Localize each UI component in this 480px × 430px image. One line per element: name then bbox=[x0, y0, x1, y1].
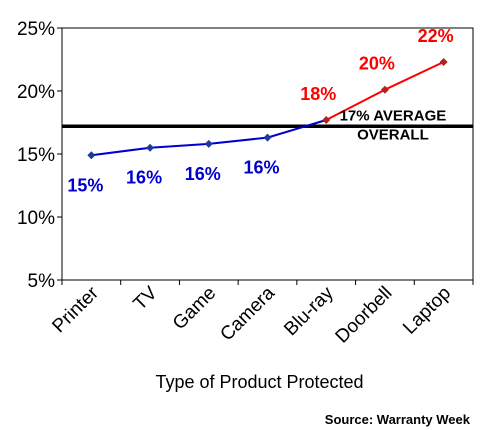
plot-area-frame bbox=[61, 27, 474, 281]
x-tick-label: Laptop bbox=[399, 283, 455, 339]
data-point-marker bbox=[380, 85, 389, 94]
y-tick-label: 10% bbox=[17, 208, 55, 229]
data-point-marker bbox=[146, 143, 155, 152]
source-note: Source: Warranty Week bbox=[325, 412, 471, 427]
data-point-marker bbox=[263, 133, 272, 142]
y-tick-label: 5% bbox=[28, 271, 56, 292]
data-label: 18% bbox=[300, 84, 336, 104]
x-axis-title: Type of Product Protected bbox=[155, 372, 363, 392]
data-label: 15% bbox=[67, 175, 103, 195]
x-tick-label: Printer bbox=[48, 282, 103, 337]
y-axis-ticks: 5% 10% 15% 20% 25% bbox=[17, 19, 62, 292]
data-label: 16% bbox=[185, 164, 221, 184]
data-point-marker bbox=[87, 151, 96, 160]
data-point-marker bbox=[204, 139, 213, 148]
data-point-marker bbox=[439, 58, 448, 67]
average-label-line-1: 17% AVERAGE bbox=[340, 107, 447, 124]
data-point-marker bbox=[322, 115, 331, 124]
x-tick-label: Game bbox=[169, 283, 220, 334]
data-label: 16% bbox=[126, 168, 162, 188]
x-tick-label: TV bbox=[130, 282, 162, 314]
x-tick-label: Camera bbox=[216, 282, 279, 345]
data-label: 16% bbox=[243, 158, 279, 178]
y-tick-label: 20% bbox=[17, 82, 55, 103]
x-tick-label: Blu-ray bbox=[280, 282, 338, 340]
y-tick-label: 15% bbox=[17, 145, 55, 166]
y-tick-label: 25% bbox=[17, 19, 55, 40]
x-tick-label: Doorbell bbox=[332, 283, 397, 348]
data-labels: 15% 16% 16% 16% 18% 20% 22% bbox=[67, 26, 453, 195]
data-label: 20% bbox=[359, 54, 395, 74]
average-label-line-2: OVERALL bbox=[357, 126, 429, 143]
data-markers bbox=[87, 58, 448, 160]
data-label: 22% bbox=[418, 26, 454, 46]
